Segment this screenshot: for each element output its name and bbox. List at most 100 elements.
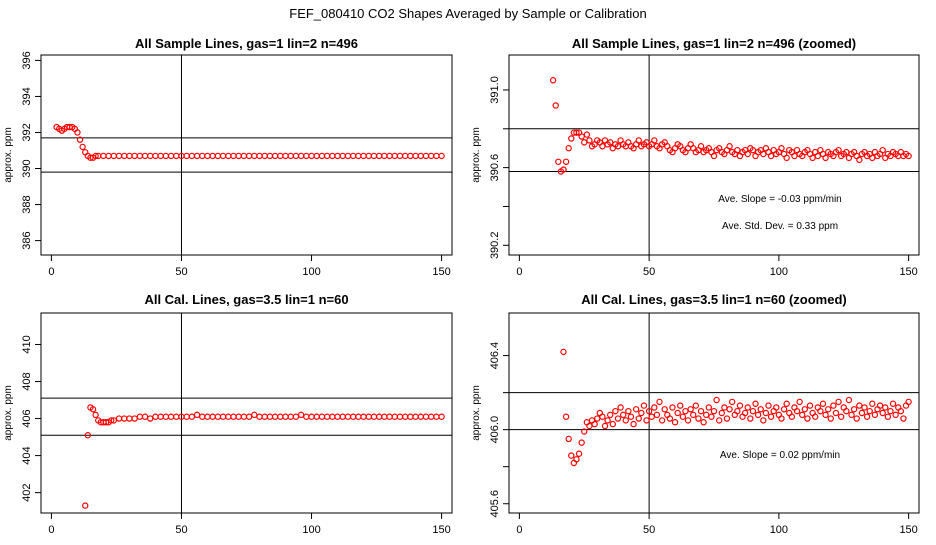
data-point (607, 139, 614, 146)
data-point (692, 402, 700, 409)
data-point (879, 409, 886, 417)
panel-title: All Sample Lines, gas=1 lin=2 n=496 (135, 36, 358, 51)
data-point (565, 435, 572, 443)
data-series (82, 404, 445, 509)
data-point (690, 411, 697, 419)
data-series (549, 77, 912, 175)
y-tick-label: 390.6 (489, 154, 501, 182)
data-point (817, 407, 824, 415)
data-point (749, 407, 757, 415)
data-point (92, 152, 99, 160)
panel-title: All Cal. Lines, gas=3.5 lin=1 n=60 (144, 292, 348, 307)
data-point (614, 143, 622, 150)
data-point (700, 419, 707, 426)
data-point (827, 415, 834, 422)
x-tick-label: 150 (899, 266, 917, 278)
data-point (575, 450, 583, 457)
data-point (705, 404, 713, 411)
data-point (562, 158, 570, 165)
x-tick-label: 0 (48, 266, 54, 278)
data-point (747, 415, 754, 422)
data-point (578, 133, 585, 140)
data-point (713, 396, 720, 404)
data-point (607, 411, 614, 419)
data-point (754, 411, 762, 419)
y-tick-label: 390 (21, 159, 33, 177)
data-point (882, 404, 889, 411)
data-point (736, 402, 744, 409)
x-tick-label: 150 (432, 266, 450, 278)
data-point (897, 407, 905, 415)
data-point (762, 409, 770, 417)
data-point (710, 152, 718, 160)
y-tick-label: 410 (21, 335, 33, 353)
y-tick-label: 390.2 (489, 232, 501, 260)
figure-title: FEF_080410 CO2 Shapes Averaged by Sample… (289, 6, 646, 21)
data-point (822, 411, 829, 419)
data-point (718, 409, 725, 417)
y-tick-label: 392 (21, 123, 33, 141)
data-point (728, 398, 736, 406)
data-point (79, 143, 86, 151)
data-point (89, 406, 97, 413)
plot-frame (40, 312, 453, 514)
data-point (850, 406, 858, 413)
data-point (638, 409, 645, 417)
data-point (108, 417, 115, 424)
data-point (879, 146, 886, 154)
data-point (778, 415, 785, 422)
data-point (793, 407, 801, 415)
data-point (869, 400, 876, 407)
data-point (780, 406, 788, 413)
data-point (635, 415, 642, 422)
data-point (669, 404, 676, 411)
data-point (661, 406, 668, 413)
data-point (591, 420, 598, 428)
data-point (671, 419, 679, 426)
chart-panel-4: All Cal. Lines, gas=3.5 lin=1 n=60 (zoom… (471, 292, 920, 536)
data-point (438, 152, 445, 160)
data-point (651, 137, 658, 144)
x-tick-label: 100 (302, 266, 320, 278)
x-tick-label: 50 (643, 266, 655, 278)
data-point (778, 145, 785, 152)
data-point (832, 409, 840, 417)
y-tick-label: 408 (21, 372, 33, 390)
x-tick-label: 100 (302, 524, 320, 536)
x-tick-label: 50 (643, 524, 655, 536)
data-point (565, 145, 572, 152)
data-point (710, 407, 718, 415)
data-point (806, 402, 814, 409)
y-axis-label: approx. ppm (471, 127, 482, 183)
data-point (653, 411, 661, 419)
data-point (892, 411, 899, 419)
y-tick-label: 406 (21, 409, 33, 427)
data-point (82, 502, 89, 509)
y-tick-label: 394 (21, 87, 33, 105)
data-point (884, 413, 892, 420)
data-point (635, 137, 642, 144)
x-tick-label: 50 (175, 524, 187, 536)
data-point (581, 139, 588, 146)
data-point (674, 409, 681, 417)
data-point (749, 146, 757, 154)
data-point (804, 415, 811, 422)
data-point (734, 407, 741, 415)
data-point (767, 152, 775, 160)
data-point (643, 417, 650, 424)
x-tick-label: 100 (770, 266, 788, 278)
data-point (84, 432, 92, 439)
data-point (562, 413, 570, 420)
y-tick-label: 402 (21, 483, 33, 501)
chart-panel-1: All Sample Lines, gas=1 lin=2 n=496 0 50 10… (3, 36, 453, 278)
data-point (905, 152, 912, 160)
data-point (837, 413, 845, 420)
panel-title: All Cal. Lines, gas=3.5 lin=1 n=60 (zoom… (581, 292, 847, 307)
data-point (583, 131, 591, 138)
data-point (783, 154, 790, 162)
y-tick-label: 391.0 (489, 76, 501, 104)
data-point (723, 415, 731, 422)
data-point (765, 402, 772, 409)
